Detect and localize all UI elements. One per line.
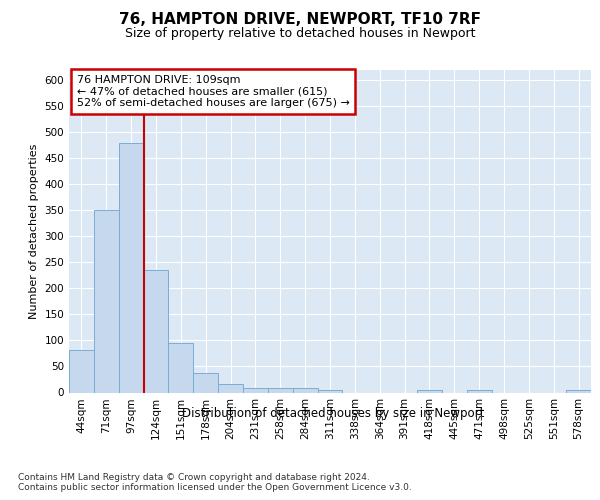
Bar — [69, 350, 94, 393]
Bar — [119, 143, 143, 392]
Bar — [94, 210, 119, 392]
Text: Distribution of detached houses by size in Newport: Distribution of detached houses by size … — [182, 408, 484, 420]
Bar — [566, 390, 591, 392]
Text: 76 HAMPTON DRIVE: 109sqm
← 47% of detached houses are smaller (615)
52% of semi-: 76 HAMPTON DRIVE: 109sqm ← 47% of detach… — [77, 75, 350, 108]
Text: Size of property relative to detached houses in Newport: Size of property relative to detached ho… — [125, 28, 475, 40]
Bar — [218, 384, 243, 392]
Bar — [268, 388, 293, 392]
Y-axis label: Number of detached properties: Number of detached properties — [29, 144, 39, 319]
Bar — [317, 390, 343, 392]
Bar — [243, 388, 268, 392]
Text: 76, HAMPTON DRIVE, NEWPORT, TF10 7RF: 76, HAMPTON DRIVE, NEWPORT, TF10 7RF — [119, 12, 481, 28]
Bar — [143, 270, 169, 392]
Bar — [417, 390, 442, 392]
Bar — [293, 388, 317, 392]
Bar — [193, 374, 218, 392]
Bar — [169, 343, 193, 392]
Text: Contains HM Land Registry data © Crown copyright and database right 2024.
Contai: Contains HM Land Registry data © Crown c… — [18, 472, 412, 492]
Bar — [467, 390, 491, 392]
